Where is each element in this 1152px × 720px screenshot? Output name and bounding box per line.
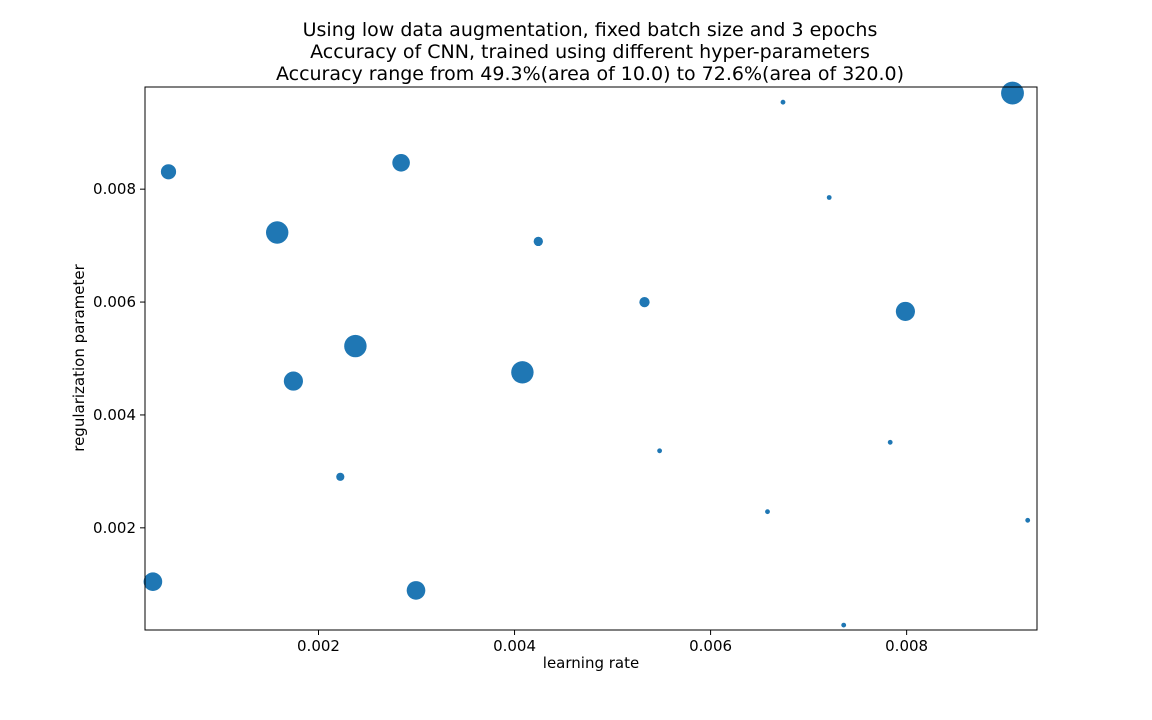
x-tick-label-3: 0.006 [689, 637, 732, 655]
data-point-13 [765, 509, 770, 515]
chart-title-line-3: Accuracy range from 49.3%(area of 10.0) … [276, 63, 904, 85]
x-tick-label-2: 0.004 [493, 637, 536, 655]
data-point-11 [639, 296, 650, 308]
data-point-15 [826, 195, 832, 200]
y-tick-label-4: 0.008 [93, 180, 136, 198]
data-point-7 [392, 154, 410, 172]
data-point-5 [336, 472, 345, 481]
y-tick-label-1: 0.002 [93, 519, 136, 537]
x-tick-label-1: 0.002 [297, 637, 340, 655]
x-tick-label-4: 0.008 [885, 637, 928, 655]
chart-title-line-1: Using low data augmentation, fixed batch… [303, 19, 878, 41]
data-points [143, 81, 1031, 628]
data-point-8 [406, 581, 426, 600]
y-axis-ticks: 0.002 0.004 0.006 0.008 [93, 180, 145, 537]
y-tick-label-2: 0.004 [93, 406, 136, 424]
plot-frame [144, 86, 1038, 631]
data-point-16 [841, 622, 847, 628]
data-point-2 [160, 164, 177, 180]
data-point-9 [511, 361, 534, 384]
y-tick-label-3: 0.006 [93, 293, 136, 311]
y-axis-label: regularization parameter [70, 263, 88, 451]
data-point-1 [143, 572, 163, 592]
chart-title-line-2: Accuracy of CNN, trained using different… [310, 41, 870, 63]
data-point-14 [780, 99, 786, 105]
data-point-17 [887, 439, 893, 445]
data-point-3 [265, 221, 289, 244]
data-point-19 [1001, 81, 1024, 105]
x-axis-label: learning rate [543, 654, 639, 672]
data-point-12 [657, 448, 663, 454]
data-point-4 [283, 371, 303, 391]
data-point-18 [895, 301, 915, 321]
data-point-6 [344, 334, 367, 358]
data-point-20 [1025, 517, 1031, 523]
x-axis-ticks: 0.002 0.004 0.006 0.008 [297, 630, 928, 655]
data-point-10 [533, 236, 543, 247]
